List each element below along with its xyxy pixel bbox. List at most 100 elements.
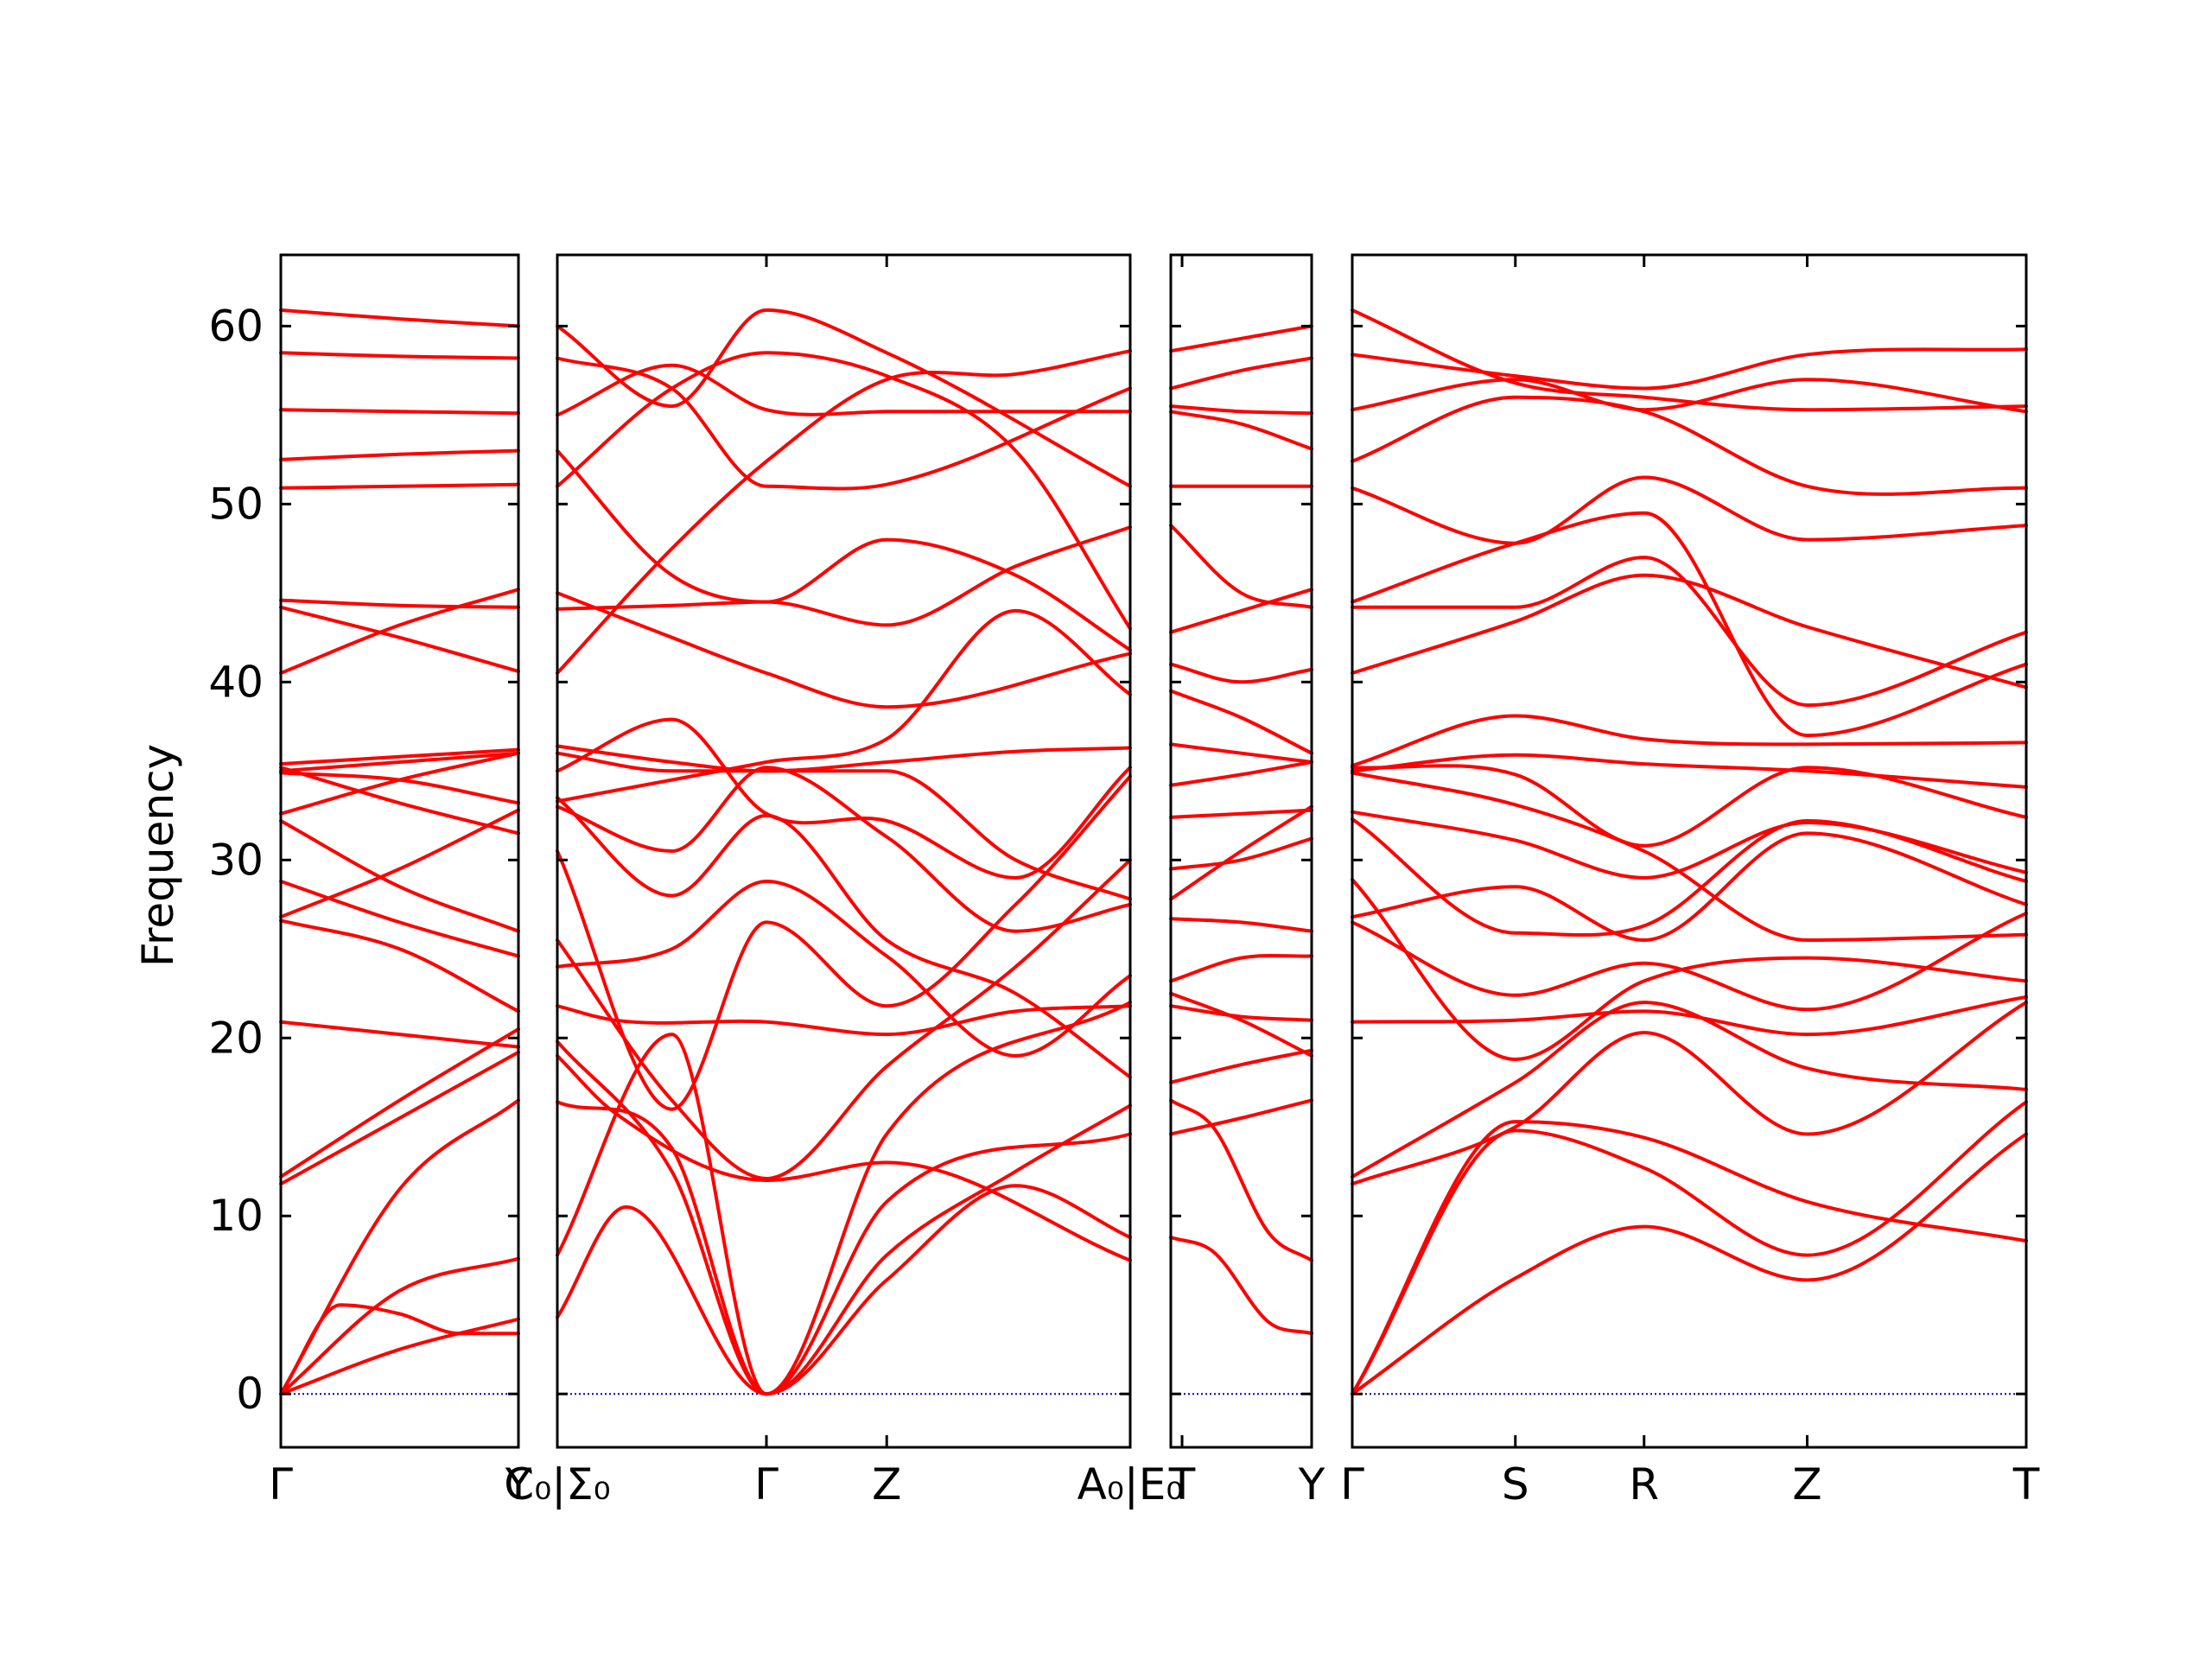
band-line-16 bbox=[556, 591, 1132, 709]
band-line-1 bbox=[1351, 1132, 2028, 1396]
band-line-4 bbox=[556, 1001, 1132, 1396]
band-line-7 bbox=[556, 858, 1132, 1180]
band-line-20 bbox=[1351, 395, 2028, 496]
band-line-3 bbox=[556, 1100, 1132, 1396]
band-line-6 bbox=[1351, 995, 2028, 1037]
band-line-18 bbox=[279, 605, 520, 673]
band-line-17 bbox=[556, 525, 1132, 627]
band-line-7 bbox=[279, 1020, 520, 1049]
band-line-11 bbox=[1351, 810, 2028, 880]
band-line-21 bbox=[279, 448, 520, 461]
band-line-11 bbox=[556, 766, 1132, 933]
band-line-2 bbox=[1351, 1100, 2028, 1396]
band-line-18 bbox=[1351, 511, 2028, 738]
band-line-21 bbox=[1169, 356, 1313, 391]
panel-frame bbox=[279, 253, 520, 1449]
y-tick-label: 60 bbox=[208, 301, 264, 351]
band-line-17 bbox=[279, 588, 520, 675]
band-line-8 bbox=[1169, 917, 1313, 933]
band-line-4 bbox=[279, 1098, 520, 1396]
band-line-9 bbox=[279, 880, 520, 958]
band-line-17 bbox=[1351, 556, 2028, 708]
y-axis: 0 10 20 30 40 50 60 bbox=[208, 301, 264, 1419]
kpoint-label: T bbox=[2012, 1459, 2040, 1510]
band-line-9 bbox=[556, 880, 1132, 1058]
band-line-3 bbox=[1169, 1098, 1313, 1136]
band-line-5 bbox=[1169, 1004, 1313, 1022]
band-line-18 bbox=[556, 349, 1132, 675]
band-line-23 bbox=[1351, 308, 2028, 412]
band-line-19 bbox=[556, 351, 1132, 631]
band-line-5 bbox=[1351, 1001, 2028, 1179]
y-tick-label: 50 bbox=[208, 479, 264, 529]
band-line-4 bbox=[1351, 1001, 2028, 1186]
kpoint-label: Z bbox=[1792, 1459, 1821, 1510]
band-line-22 bbox=[1351, 347, 2028, 391]
band-line-8 bbox=[556, 774, 1132, 1111]
panel-frame bbox=[556, 253, 1132, 1449]
kpoint-label: Z bbox=[872, 1459, 901, 1510]
band-line-14 bbox=[1169, 689, 1313, 755]
band-line-24 bbox=[279, 308, 520, 328]
band-line-1 bbox=[556, 1184, 1132, 1396]
band-line-6 bbox=[1169, 991, 1313, 1058]
panel-2 bbox=[556, 253, 1132, 1449]
band-line-20 bbox=[279, 482, 520, 490]
y-axis-title: Frequency bbox=[133, 744, 183, 967]
band-line-14 bbox=[1351, 753, 2028, 789]
band-line-5 bbox=[556, 1004, 1132, 1037]
panel-frame bbox=[1351, 253, 2028, 1449]
y-tick-label: 10 bbox=[208, 1191, 264, 1241]
band-line-22 bbox=[279, 408, 520, 416]
kpoint-label: S bbox=[1502, 1459, 1529, 1510]
band-line-4 bbox=[1169, 1048, 1313, 1084]
y-tick-label: 0 bbox=[236, 1369, 264, 1419]
band-line-19 bbox=[1351, 475, 2028, 545]
band-line-15 bbox=[556, 744, 1132, 901]
band-line-12 bbox=[1169, 760, 1313, 787]
kpoint-label: Γ bbox=[269, 1459, 293, 1510]
band-line-20 bbox=[1169, 404, 1313, 416]
band-line-7 bbox=[1169, 953, 1313, 983]
band-line-10 bbox=[556, 796, 1132, 1079]
band-line-21 bbox=[1351, 378, 2028, 414]
band-line-9 bbox=[1169, 804, 1313, 901]
band-line-9 bbox=[1351, 831, 2028, 942]
band-line-20 bbox=[556, 448, 1132, 652]
band-line-22 bbox=[1169, 324, 1313, 353]
kpoint-label: Y bbox=[1298, 1459, 1325, 1510]
panel-1 bbox=[279, 253, 520, 1449]
band-line-13 bbox=[1169, 742, 1313, 764]
band-line-15 bbox=[1169, 662, 1313, 684]
band-line-16 bbox=[1351, 573, 2028, 690]
band-line-7 bbox=[1351, 912, 2028, 1012]
kpoint-label: T bbox=[1168, 1459, 1196, 1510]
band-line-12 bbox=[1351, 771, 2028, 942]
x-axis-kpoint-labels: Γ YC₀|Σ₀ Γ Z A₀|E₀T Y Γ S R Z T bbox=[269, 1459, 2040, 1510]
band-line-19 bbox=[279, 598, 520, 609]
band-line-8 bbox=[279, 918, 520, 1014]
panel-4 bbox=[1351, 253, 2028, 1449]
band-line-6 bbox=[279, 1027, 520, 1179]
band-line-23 bbox=[556, 308, 1132, 488]
band-line-14 bbox=[556, 608, 1132, 804]
band-line-23 bbox=[279, 351, 520, 360]
band-line-17 bbox=[1169, 524, 1313, 609]
band-line-19 bbox=[1169, 410, 1313, 451]
band-line-16 bbox=[279, 751, 520, 773]
band-line-14 bbox=[279, 766, 520, 836]
kpoint-label: C₀|Σ₀ bbox=[504, 1459, 610, 1510]
panel-3 bbox=[1169, 253, 1313, 1449]
band-line-8 bbox=[1351, 878, 2028, 1061]
band-line-12 bbox=[556, 717, 1132, 880]
band-line-5 bbox=[279, 1050, 520, 1186]
y-tick-label: 20 bbox=[208, 1013, 264, 1063]
band-line-13 bbox=[1351, 764, 2028, 848]
band-line-13 bbox=[279, 771, 520, 805]
band-line-3 bbox=[1351, 1120, 2028, 1396]
band-line-15 bbox=[279, 747, 520, 766]
band-line-10 bbox=[279, 808, 520, 919]
band-line-2 bbox=[1169, 1098, 1313, 1262]
band-line-15 bbox=[1351, 714, 2028, 768]
